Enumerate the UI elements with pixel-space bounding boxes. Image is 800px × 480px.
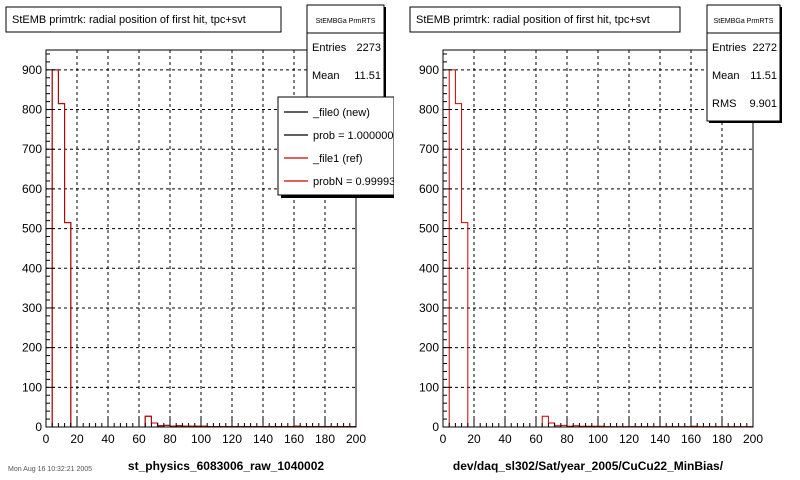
legend-box bbox=[277, 96, 395, 196]
x-tick-label: 120 bbox=[222, 432, 242, 446]
y-tick-label: 400 bbox=[419, 261, 439, 275]
x-tick-label: 180 bbox=[712, 432, 732, 446]
chart-panel-2: 0 20 40 60 80 100 120 140 160 180 200 0 100 200 300 400… bbox=[409, 4, 782, 473]
stats-title: StEMBGa PrmRTS bbox=[316, 18, 376, 25]
y-tick-label: 900 bbox=[22, 63, 42, 77]
x-tick-label: 60 bbox=[132, 432, 146, 446]
x-tick-label: 180 bbox=[315, 432, 335, 446]
y-tick-label: 0 bbox=[432, 420, 439, 434]
stats-title: StEMBGa PrmRTS bbox=[714, 18, 774, 25]
y-tick-label: 800 bbox=[22, 103, 42, 117]
title-box bbox=[5, 6, 282, 33]
x-axis-label: st_physics_6083006_raw_1040002 bbox=[128, 459, 324, 473]
x-axis-label: dev/daq_sl302/Sat/year_2005/CuCu22_MinBi… bbox=[453, 459, 724, 473]
x-tick-label: 120 bbox=[619, 432, 639, 446]
x-tick-label: 160 bbox=[284, 432, 304, 446]
y-tick-label: 900 bbox=[419, 63, 439, 77]
legend-entry-label: _file0 (new) bbox=[312, 107, 370, 119]
y-tick-label: 200 bbox=[419, 341, 439, 355]
stats-value: 11.51 bbox=[354, 70, 381, 82]
legend-entry-label: prob = 1.000000 bbox=[313, 130, 393, 142]
title-box bbox=[409, 6, 681, 33]
y-tick-label: 0 bbox=[35, 420, 42, 434]
stats-label: RMS bbox=[712, 98, 736, 110]
stats-value: 11.51 bbox=[750, 70, 777, 82]
legend-entry-label: probN = 0.999930 bbox=[313, 176, 401, 188]
stats-value: 9.901 bbox=[749, 98, 777, 110]
chart-title: StEMB primtrk: radial position of first … bbox=[416, 14, 650, 26]
chart-panel-1: 0 20 40 60 80 100 120 140 160 180 200 0 100 200 300 400… bbox=[5, 4, 401, 473]
x-tick-label: 100 bbox=[191, 432, 211, 446]
y-tick-label: 600 bbox=[22, 182, 42, 196]
y-tick-label: 400 bbox=[22, 261, 42, 275]
stats-label: Entries bbox=[712, 42, 747, 54]
footer-timestamp: Mon Aug 16 10:32:21 2005 bbox=[8, 466, 93, 473]
y-tick-label: 100 bbox=[419, 380, 439, 394]
x-tick-label: 40 bbox=[498, 432, 512, 446]
y-tick-label: 300 bbox=[22, 301, 42, 315]
y-tick-label: 800 bbox=[419, 103, 439, 117]
x-tick-label: 20 bbox=[467, 432, 481, 446]
stats-value: 2273 bbox=[357, 42, 381, 54]
y-tick-label: 100 bbox=[22, 380, 42, 394]
x-tick-label: 140 bbox=[650, 432, 670, 446]
x-tick-label: 200 bbox=[743, 432, 763, 446]
x-tick-label: 0 bbox=[440, 432, 447, 446]
stats-box bbox=[706, 4, 781, 122]
x-tick-label: 140 bbox=[253, 432, 273, 446]
x-tick-label: 200 bbox=[346, 432, 366, 446]
y-tick-label: 500 bbox=[22, 222, 42, 236]
x-tick-label: 60 bbox=[529, 432, 543, 446]
x-tick-label: 40 bbox=[101, 432, 115, 446]
x-tick-label: 160 bbox=[681, 432, 701, 446]
x-tick-label: 80 bbox=[163, 432, 177, 446]
y-tick-label: 500 bbox=[419, 222, 439, 236]
chart-title: StEMB primtrk: radial position of first … bbox=[12, 14, 246, 26]
x-tick-label: 20 bbox=[70, 432, 84, 446]
stats-label: Mean bbox=[312, 70, 340, 82]
x-tick-label: 100 bbox=[588, 432, 608, 446]
stats-label: Mean bbox=[712, 70, 740, 82]
y-tick-label: 700 bbox=[419, 142, 439, 156]
y-tick-label: 700 bbox=[22, 142, 42, 156]
legend-clip-mask bbox=[394, 90, 406, 200]
x-tick-label: 80 bbox=[560, 432, 574, 446]
y-tick-label: 300 bbox=[419, 301, 439, 315]
legend-entry-label: _file1 (ref) bbox=[312, 153, 363, 165]
x-tick-label: 0 bbox=[43, 432, 50, 446]
stats-value: 2272 bbox=[753, 42, 777, 54]
y-tick-label: 200 bbox=[22, 341, 42, 355]
stats-label: Entries bbox=[312, 42, 347, 54]
y-tick-label: 600 bbox=[419, 182, 439, 196]
